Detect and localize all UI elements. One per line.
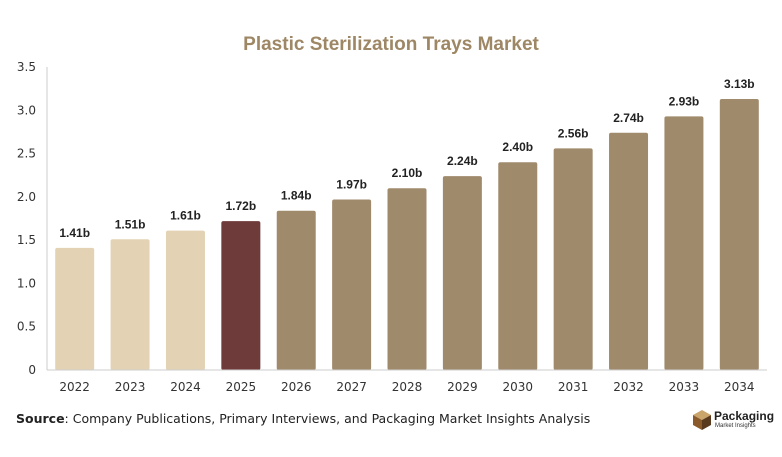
data-label: 2.93b — [669, 94, 700, 108]
x-tick-label: 2034 — [724, 380, 755, 394]
bar — [387, 188, 427, 370]
x-tick-label: 2025 — [226, 380, 257, 394]
y-tick-label: 3.0 — [17, 103, 36, 117]
bar-chart: 00.51.01.52.02.53.03.5 1.41b1.51b1.61b1.… — [17, 60, 767, 394]
x-tick-label: 2022 — [59, 380, 90, 394]
y-tick-label: 3.5 — [17, 60, 36, 74]
data-label: 1.72b — [226, 199, 257, 213]
x-tick-label: 2023 — [115, 380, 146, 394]
x-tick-label: 2029 — [447, 380, 478, 394]
bar — [276, 210, 316, 370]
cube-icon — [693, 410, 711, 430]
data-label: 1.41b — [59, 226, 90, 240]
bar — [165, 230, 205, 370]
bar — [719, 99, 759, 370]
data-label: 2.56b — [558, 126, 589, 140]
x-tick-label: 2033 — [669, 380, 700, 394]
data-label: 1.61b — [170, 209, 201, 223]
bars: 1.41b 1.51b 1.61b 1.72b 1.84b 1.97b 2.10b 2.24b… — [55, 77, 759, 371]
y-tick-label: 0.5 — [17, 320, 36, 334]
x-tick-label: 2030 — [502, 380, 533, 394]
x-tick-label: 2032 — [613, 380, 644, 394]
logo-tagline: Market Insights — [715, 423, 756, 429]
data-label: 1.97b — [336, 177, 367, 191]
y-tick-label: 1.5 — [17, 233, 36, 247]
y-tick-label: 0 — [28, 363, 36, 377]
x-tick-label: 2026 — [281, 380, 312, 394]
bar — [221, 221, 261, 370]
y-tick-label: 1.0 — [17, 276, 36, 290]
x-tick-label: 2024 — [170, 380, 201, 394]
bar — [332, 199, 372, 370]
source-text: : Company Publications, Primary Intervie… — [64, 411, 591, 426]
source-label: Source — [16, 411, 65, 426]
bar — [55, 247, 95, 370]
y-tick-label: 2.0 — [17, 190, 36, 204]
data-label: 3.13b — [724, 77, 755, 91]
data-label: 1.51b — [115, 217, 146, 231]
bar — [442, 176, 482, 370]
y-axis: 0 0.5 1.0 1.5 2.0 2.5 3.0 3.5 — [17, 60, 48, 377]
x-tick-label: 2027 — [336, 380, 367, 394]
bar — [110, 239, 150, 370]
y-tick-label: 2.5 — [17, 147, 36, 161]
data-label: 2.24b — [447, 154, 478, 168]
bar — [498, 162, 538, 370]
x-tick-label: 2028 — [392, 380, 423, 394]
data-label: 1.84b — [281, 189, 312, 203]
chart-title: Plastic Sterilization Trays Market — [243, 34, 539, 55]
x-tick-label: 2031 — [558, 380, 589, 394]
bar — [609, 132, 649, 370]
bar — [553, 148, 593, 370]
source-note: Source: Company Publications, Primary In… — [16, 411, 590, 426]
data-label: 2.10b — [392, 166, 423, 180]
bar — [664, 116, 704, 371]
data-label: 2.40b — [502, 140, 533, 154]
data-label: 2.74b — [613, 111, 644, 125]
brand-logo: Packaging Market Insights — [692, 408, 774, 434]
x-axis: 2022 2023 2024 2025 2026 2027 2028 2029 2030 2031… — [47, 369, 767, 394]
logo-name: Packaging — [714, 409, 775, 423]
